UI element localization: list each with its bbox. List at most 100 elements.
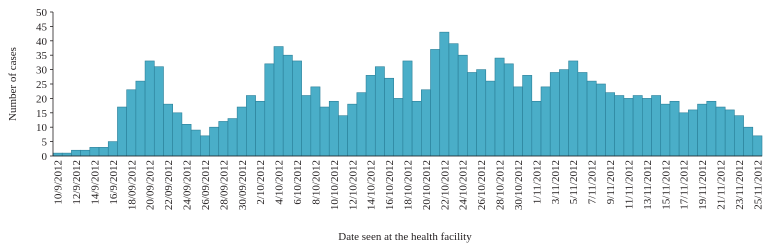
bar — [200, 135, 210, 157]
x-tick-label: 4/10/2012 — [274, 160, 286, 205]
x-tick-label: 2/10/2012 — [255, 160, 267, 205]
x-tick-label: 26/10/2012 — [476, 160, 488, 210]
bar — [393, 98, 404, 157]
x-tick-label: 24/09/2012 — [182, 160, 194, 210]
x-tick-label: 12/10/2012 — [347, 160, 359, 210]
x-tick-label: 12/9/2012 — [71, 160, 83, 205]
bar — [485, 80, 496, 157]
bar — [614, 95, 625, 157]
x-tick-label: 28/09/2012 — [218, 160, 230, 210]
bar — [384, 77, 394, 157]
x-tick-label: 25/11/2012 — [752, 160, 764, 210]
bar — [715, 106, 726, 157]
bar — [227, 118, 238, 157]
bar — [80, 149, 91, 157]
bar — [494, 57, 505, 157]
bar — [457, 54, 468, 157]
bar — [292, 60, 302, 157]
x-tick-label: 7/11/2012 — [587, 160, 599, 204]
bar — [706, 100, 717, 157]
x-tick-label: 14/10/2012 — [366, 160, 378, 210]
x-tick-label: 26/09/2012 — [200, 160, 212, 210]
y-tick-label: 40 — [36, 36, 48, 48]
x-tick-label: 20/09/2012 — [145, 160, 157, 210]
bar — [319, 106, 330, 157]
bar — [513, 86, 523, 157]
x-tick-label: 18/09/2012 — [126, 160, 138, 210]
x-tick-label: 30/09/2012 — [237, 160, 249, 210]
bar — [697, 103, 708, 157]
bar — [752, 135, 763, 157]
bar — [163, 103, 174, 157]
bar — [301, 95, 312, 157]
y-tick-label: 30 — [36, 65, 48, 77]
bar — [255, 100, 266, 157]
bar — [52, 152, 63, 157]
bar — [421, 89, 431, 157]
y-tick-label: 20 — [36, 93, 48, 105]
x-tick-label: 16/10/2012 — [384, 160, 396, 210]
bar — [641, 98, 652, 157]
y-tick-label: 15 — [36, 108, 48, 120]
bar — [632, 95, 643, 157]
bar — [651, 95, 662, 157]
bar — [347, 103, 358, 157]
bar — [402, 60, 413, 157]
bar — [669, 100, 680, 157]
y-axis-label: Number of cases — [7, 47, 19, 121]
x-tick-label: 22/10/2012 — [439, 160, 451, 210]
bar — [623, 98, 634, 157]
bar — [117, 106, 127, 157]
y-tick-label: 45 — [36, 21, 48, 33]
bar — [503, 63, 514, 157]
bar — [531, 100, 542, 157]
y-tick-label: 50 — [36, 7, 48, 19]
bar — [724, 109, 735, 157]
bar — [476, 69, 487, 157]
bar — [209, 126, 220, 157]
bar — [126, 89, 137, 157]
y-tick-label: 25 — [36, 79, 48, 91]
bar — [743, 126, 754, 157]
bar — [467, 72, 477, 157]
x-tick-label: 24/10/2012 — [458, 160, 470, 210]
bar — [595, 83, 606, 157]
x-axis-label: Date seen at the health facility — [338, 231, 472, 243]
bar — [144, 60, 155, 157]
bar — [190, 129, 201, 157]
bar — [411, 100, 422, 157]
bar — [310, 86, 321, 157]
x-tick-label: 11/11/2012 — [623, 160, 635, 209]
bar — [172, 112, 183, 157]
x-tick-label: 17/11/2012 — [679, 160, 691, 210]
x-tick-label: 22/09/2012 — [163, 160, 175, 210]
bar — [273, 46, 284, 157]
y-tick-label: 0 — [42, 151, 48, 163]
bar — [71, 149, 81, 157]
bar — [439, 31, 450, 157]
bar — [328, 100, 339, 157]
bar — [356, 92, 367, 157]
x-tick-label: 23/11/2012 — [734, 160, 746, 210]
bar — [153, 66, 164, 157]
x-tick-label: 14/9/2012 — [89, 160, 101, 205]
bar — [374, 66, 385, 157]
y-tick-label: 35 — [36, 50, 48, 62]
x-tick-label: 28/10/2012 — [495, 160, 507, 210]
x-tick-label: 9/11/2012 — [605, 160, 617, 204]
bar — [246, 95, 256, 157]
x-tick-label: 15/11/2012 — [660, 160, 672, 210]
bar — [448, 43, 459, 157]
bar — [89, 147, 100, 157]
x-tick-label: 3/11/2012 — [550, 160, 562, 204]
bar — [98, 147, 109, 157]
x-tick-label: 19/11/2012 — [697, 160, 709, 210]
x-tick-label: 20/10/2012 — [421, 160, 433, 210]
bar — [107, 141, 118, 157]
x-tick-label: 8/10/2012 — [310, 160, 322, 205]
bar — [264, 63, 275, 157]
y-tick-label: 10 — [36, 122, 48, 134]
bar — [688, 109, 698, 157]
bar — [282, 54, 293, 157]
x-tick-label: 13/11/2012 — [642, 160, 654, 210]
